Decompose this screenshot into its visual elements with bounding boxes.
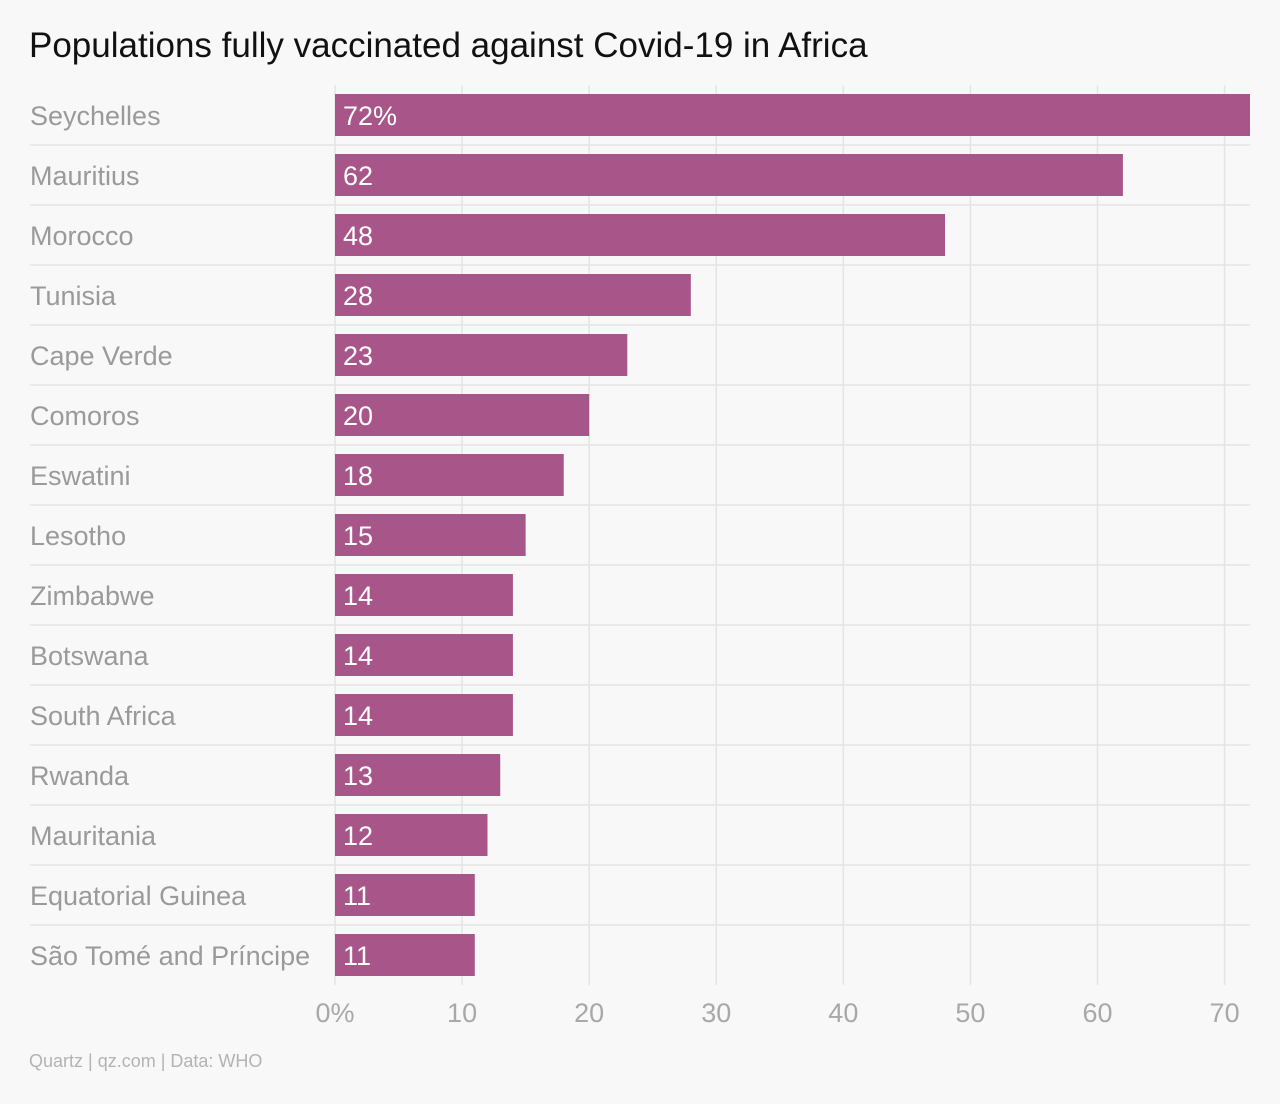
bar — [335, 274, 691, 316]
bar — [335, 394, 590, 436]
category-label: Mauritania — [30, 821, 157, 851]
category-label: Zimbabwe — [30, 581, 155, 611]
bar-value-label: 20 — [343, 401, 373, 431]
category-label: São Tomé and Príncipe — [30, 941, 310, 971]
category-label: Comoros — [30, 401, 140, 431]
bar-value-label: 14 — [343, 641, 373, 671]
bar — [335, 454, 564, 496]
chart-title: Populations fully vaccinated against Cov… — [29, 26, 868, 65]
bar — [335, 334, 628, 376]
x-tick-label: 50 — [955, 998, 985, 1028]
bar-value-label: 12 — [343, 821, 373, 851]
category-label: Lesotho — [30, 521, 126, 551]
bar-value-label: 18 — [343, 461, 373, 491]
x-tick-label: 70 — [1210, 998, 1240, 1028]
bar — [335, 574, 513, 616]
x-tick-label: 40 — [828, 998, 858, 1028]
x-tick-label: 60 — [1082, 998, 1112, 1028]
bar — [335, 934, 475, 976]
category-label: Rwanda — [30, 761, 130, 791]
bar-value-label: 14 — [343, 701, 373, 731]
bar — [335, 94, 1250, 136]
category-label: Botswana — [30, 641, 150, 671]
bar-value-label: 72% — [343, 101, 397, 131]
x-tick-label: 30 — [701, 998, 731, 1028]
bar — [335, 694, 513, 736]
category-label: Seychelles — [30, 101, 161, 131]
x-tick-label: 20 — [574, 998, 604, 1028]
bar-value-label: 48 — [343, 221, 373, 251]
bar-value-label: 15 — [343, 521, 373, 551]
category-label: Cape Verde — [30, 341, 173, 371]
category-labels: Seychelles Mauritius Morocco Tunisia Cape Ve… — [30, 101, 310, 971]
bar — [335, 634, 513, 676]
bar-value-label: 62 — [343, 161, 373, 191]
category-label: Equatorial Guinea — [30, 881, 247, 911]
category-label: Mauritius — [30, 161, 140, 191]
category-label: Eswatini — [30, 461, 131, 491]
category-label: Morocco — [30, 221, 134, 251]
bar — [335, 214, 945, 256]
bar — [335, 514, 526, 556]
bar-value-label: 23 — [343, 341, 373, 371]
bar — [335, 154, 1123, 196]
bar — [335, 814, 488, 856]
bar-value-label: 28 — [343, 281, 373, 311]
x-tick-label: 0% — [315, 998, 354, 1028]
bars: 72% 62 48 28 23 20 18 15 14 14 14 13 12 11 11 — [335, 94, 1250, 976]
x-tick-label: 10 — [447, 998, 477, 1028]
bar-value-label: 13 — [343, 761, 373, 791]
bar — [335, 874, 475, 916]
bar — [335, 754, 501, 796]
bar-value-label: 11 — [343, 941, 371, 971]
x-axis-ticks: 0% 10 20 30 40 50 60 70 — [315, 998, 1239, 1028]
bar-value-label: 11 — [343, 881, 371, 911]
bar-value-label: 14 — [343, 581, 373, 611]
category-label: Tunisia — [30, 281, 117, 311]
category-label: South Africa — [30, 701, 177, 731]
source-credit: Quartz | qz.com | Data: WHO — [29, 1051, 263, 1071]
